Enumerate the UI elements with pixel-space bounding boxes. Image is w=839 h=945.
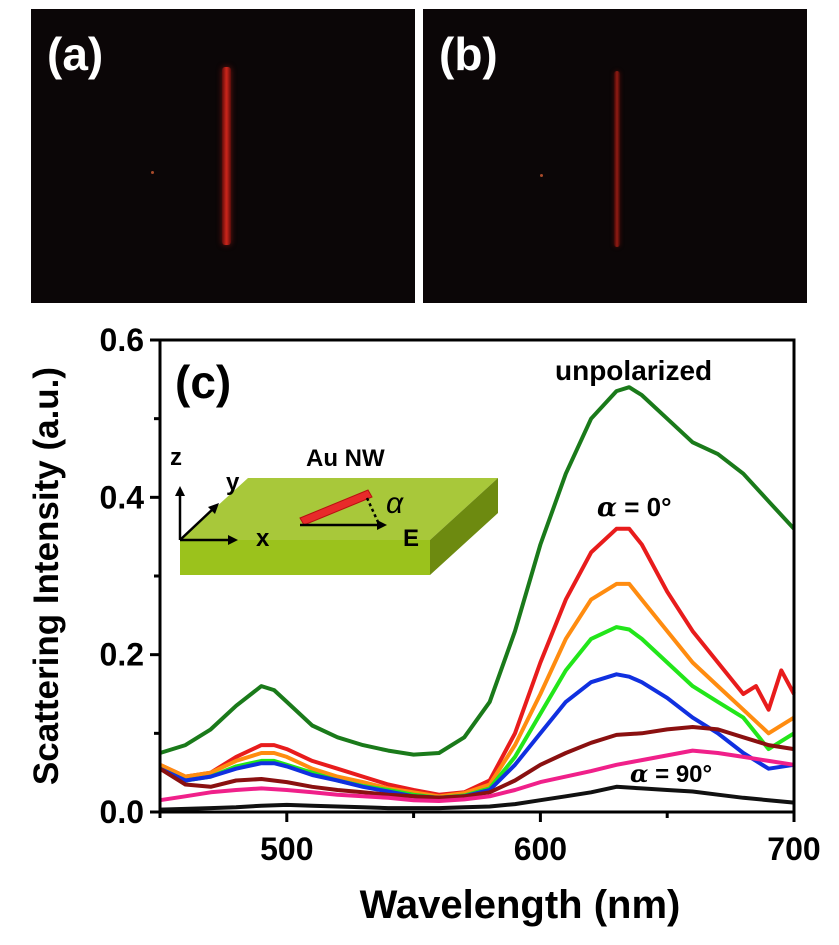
series-line-7 [159, 784, 795, 812]
series-line-6 [159, 748, 795, 803]
substrate-side [430, 478, 498, 575]
e-field-label: E [403, 525, 419, 552]
alpha-0-value: = 0° [617, 492, 672, 522]
alpha-symbol: α [630, 759, 648, 788]
inset-schematic: Au NW z y x E α [170, 444, 498, 575]
plot-frame [158, 338, 796, 814]
x-tick-label: 700 [767, 831, 820, 867]
axis-y-arrow [179, 507, 215, 541]
unpolarized-label: unpolarized [555, 355, 712, 386]
arrowhead [208, 503, 219, 514]
y-tick-label: 0.6 [100, 322, 144, 358]
y-tick-label: 0.2 [100, 637, 144, 673]
alpha-symbol: α [597, 493, 617, 523]
speck [540, 174, 543, 177]
dark-field-image-b: (b) [423, 9, 807, 303]
nanowire-image [222, 67, 231, 245]
x-tick-label: 500 [260, 831, 313, 867]
y-tick-label: 0.0 [100, 794, 144, 830]
panel-label-b: (b) [439, 28, 498, 80]
y-tick-label: 0.4 [100, 479, 145, 515]
arrowhead [175, 486, 185, 496]
nanowire-rod [299, 489, 373, 526]
speck [151, 171, 154, 174]
x-axis-label: Wavelength (nm) [360, 883, 681, 927]
dark-field-image-a: (a) [31, 9, 415, 303]
alpha-90-label: α = 90° [630, 759, 712, 788]
angle-marker [365, 497, 380, 523]
nanowire-image [614, 71, 620, 247]
arrowhead [377, 520, 387, 530]
axis-x-label: x [256, 525, 270, 552]
series-line-1 [159, 526, 796, 797]
series-line-5 [158, 725, 795, 800]
x-tick-label: 600 [514, 831, 567, 867]
substrate-front [180, 540, 430, 575]
arrowhead [228, 535, 238, 545]
alpha-90-value: = 90° [648, 761, 712, 788]
inset-title: Au NW [306, 445, 385, 472]
y-axis-label: Scattering Intensity (a.u.) [27, 367, 66, 785]
scattering-spectra-chart: 500 600 700 0.0 0.2 0.4 0.6 Wavelength (nm) Sc… [27, 322, 821, 927]
angle-label: α [386, 487, 404, 520]
series-line-2 [159, 581, 796, 799]
alpha-0-label: α = 0° [597, 492, 672, 523]
axis-y-label: y [226, 469, 240, 496]
series-line-0 [159, 385, 796, 757]
axis-z-label: z [170, 444, 182, 471]
panel-label-c: (c) [175, 356, 231, 408]
panel-label-a: (a) [47, 28, 104, 80]
